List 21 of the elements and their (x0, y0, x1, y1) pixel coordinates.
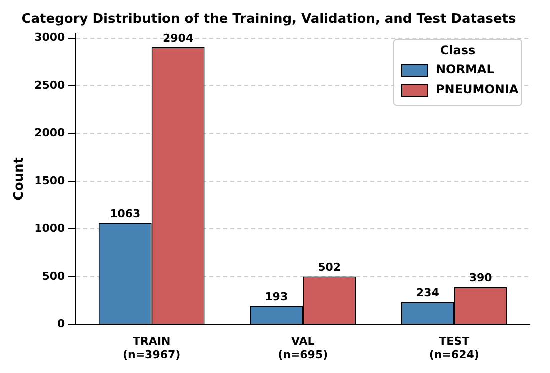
y-tick-label: 500 (42, 270, 66, 283)
x-tick-label: TEST (n=624) (429, 335, 480, 362)
data-label: 1063 (110, 208, 141, 221)
y-tick-label: 0 (58, 317, 66, 330)
data-label: 502 (318, 261, 342, 274)
x-tick-label: TRAIN (n=3967) (122, 335, 181, 362)
y-tick-label: 1000 (34, 222, 66, 236)
data-label: 234 (416, 286, 440, 300)
data-label: 390 (469, 272, 493, 285)
y-tick-label: 2000 (34, 126, 66, 140)
data-label: 193 (265, 290, 288, 304)
y-axis-title: Count (12, 158, 28, 201)
legend-label: NORMAL (436, 62, 495, 77)
x-tick-label: VAL (n=695) (278, 335, 328, 362)
y-tick-label: 2500 (34, 78, 66, 92)
y-tick-label: 3000 (34, 31, 66, 44)
legend-title: Class (440, 44, 476, 58)
data-label: 2904 (163, 32, 194, 45)
chart-title: Category Distribution of the Training, Validation, and Test Datasets (22, 12, 517, 28)
y-tick-label: 1500 (34, 174, 66, 188)
legend-label: PNEUMONIA (436, 82, 520, 97)
